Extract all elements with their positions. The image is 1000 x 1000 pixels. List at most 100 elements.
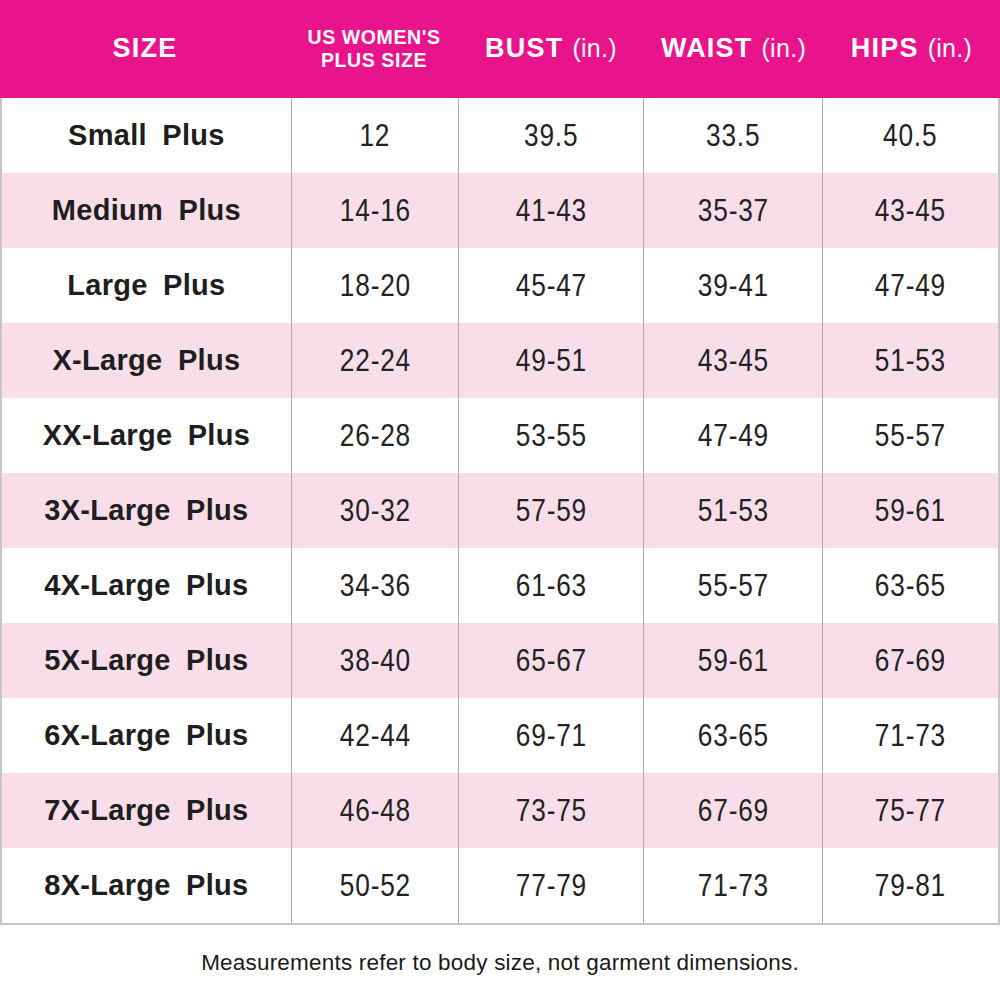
header-unit-hips: (in.) [928,34,973,62]
measurement-cell: 65-67 [458,623,643,698]
header-cell-waist: WAIST (in.) [644,34,823,64]
size-label: 6X-Large Plus [44,719,248,752]
measurement-cell: 38-40 [291,623,458,698]
measurement-value: 59-61 [875,492,946,529]
measurement-cell: 12 [291,98,458,173]
measurement-cell: 46-48 [291,773,458,848]
measurement-cell: 63-65 [643,698,821,773]
measurement-value: 43-45 [875,192,946,229]
measurement-cell: 43-45 [822,173,998,248]
measurement-value: 75-77 [875,792,946,829]
table-row: 8X-Large Plus 50-52 77-79 71-73 79-81 [2,848,998,923]
measurement-cell: 53-55 [458,398,643,473]
measurement-value: 41-43 [516,192,587,229]
measurement-value: 35-37 [697,192,768,229]
header-unit-bust: (in.) [572,34,617,62]
measurement-value: 26-28 [339,417,410,454]
measurement-cell: 40.5 [822,98,998,173]
measurement-value: 42-44 [339,717,410,754]
measurement-cell: 61-63 [458,548,643,623]
size-label: Large Plus [67,269,225,302]
size-cell: 7X-Large Plus [2,773,291,848]
measurement-cell: 42-44 [291,698,458,773]
size-cell: XX-Large Plus [2,398,291,473]
measurement-value: 59-61 [697,642,768,679]
measurement-cell: 75-77 [822,773,998,848]
size-cell: Small Plus [2,98,291,173]
measurement-value: 63-65 [875,567,946,604]
header-cell-size: SIZE [0,34,290,64]
measurement-value: 39.5 [524,117,578,154]
measurement-cell: 34-36 [291,548,458,623]
measurement-value: 77-79 [516,867,587,904]
measurement-cell: 55-57 [643,548,821,623]
measurement-cell: 71-73 [643,848,821,923]
size-cell: Medium Plus [2,173,291,248]
size-cell: 4X-Large Plus [2,548,291,623]
measurement-cell: 73-75 [458,773,643,848]
measurement-value: 53-55 [516,417,587,454]
measurement-cell: 59-61 [822,473,998,548]
measurement-cell: 14-16 [291,173,458,248]
measurement-cell: 49-51 [458,323,643,398]
measurement-cell: 67-69 [643,773,821,848]
measurement-value: 45-47 [516,267,587,304]
measurement-cell: 67-69 [822,623,998,698]
measurement-value: 34-36 [339,567,410,604]
size-label: 7X-Large Plus [44,794,248,827]
measurement-value: 61-63 [516,567,587,604]
measurement-cell: 63-65 [822,548,998,623]
table-row: XX-Large Plus26-2853-5547-4955-57 [2,398,998,473]
measurement-value: 47-49 [875,267,946,304]
measurement-cell: 47-49 [643,398,821,473]
header-cell-hips: HIPS (in.) [823,34,1000,64]
footnote: Measurements refer to body size, not gar… [0,925,1000,1000]
size-label: 8X-Large Plus [44,869,248,902]
header-unit-waist: (in.) [761,34,806,62]
table-row: 6X-Large Plus42-4469-7163-6571-73 [2,698,998,773]
measurement-value: 38-40 [339,642,410,679]
measurement-value: 40.5 [883,117,937,154]
table-row: 5X-Large Plus38-4065-6759-6167-69 [2,623,998,698]
measurement-cell: 35-37 [643,173,821,248]
measurement-value: 69-71 [516,717,587,754]
measurement-cell: 47-49 [822,248,998,323]
measurement-value: 39-41 [697,267,768,304]
header-label-bust: BUST [485,33,563,63]
size-cell: 6X-Large Plus [2,698,291,773]
size-cell: 8X-Large Plus [2,848,291,923]
measurement-cell: 22-24 [291,323,458,398]
measurement-cell: 18-20 [291,248,458,323]
header-label-waist: WAIST [661,33,753,63]
measurement-cell: 51-53 [643,473,821,548]
measurement-value: 18-20 [339,267,410,304]
header-cell-bust: BUST (in.) [458,34,644,64]
measurement-value: 22-24 [339,342,410,379]
measurement-value: 73-75 [516,792,587,829]
measurement-value: 50-52 [339,867,410,904]
measurement-cell: 45-47 [458,248,643,323]
header-label-us-womens: US WOMEN'S [290,26,458,49]
table-row: Large Plus 18-20 45-47 39-41 47-49 [2,248,998,323]
size-chart: SIZE US WOMEN'S PLUS SIZE BUST (in.) WAIS… [0,0,1000,1000]
measurement-cell: 77-79 [458,848,643,923]
table-row: X-Large Plus22-2449-5143-4551-53 [2,323,998,398]
table-row: 7X-Large Plus 46-48 73-75 67-69 75-77 [2,773,998,848]
header-label-size: SIZE [113,33,178,63]
measurement-cell: 50-52 [291,848,458,923]
table-row: 4X-Large Plus 34-36 61-63 55-57 63-65 [2,548,998,623]
size-label: 4X-Large Plus [44,569,248,602]
measurement-value: 55-57 [697,567,768,604]
size-label: XX-Large Plus [43,419,251,452]
measurement-cell: 57-59 [458,473,643,548]
measurement-value: 79-81 [875,867,946,904]
measurement-value: 63-65 [697,717,768,754]
header-label-plus-size: PLUS SIZE [290,49,458,72]
measurement-value: 43-45 [697,342,768,379]
measurement-cell: 26-28 [291,398,458,473]
size-label: Medium Plus [52,194,241,227]
header-label-hips: HIPS [851,33,919,63]
measurement-cell: 51-53 [822,323,998,398]
measurement-value: 67-69 [875,642,946,679]
measurement-value: 30-32 [339,492,410,529]
